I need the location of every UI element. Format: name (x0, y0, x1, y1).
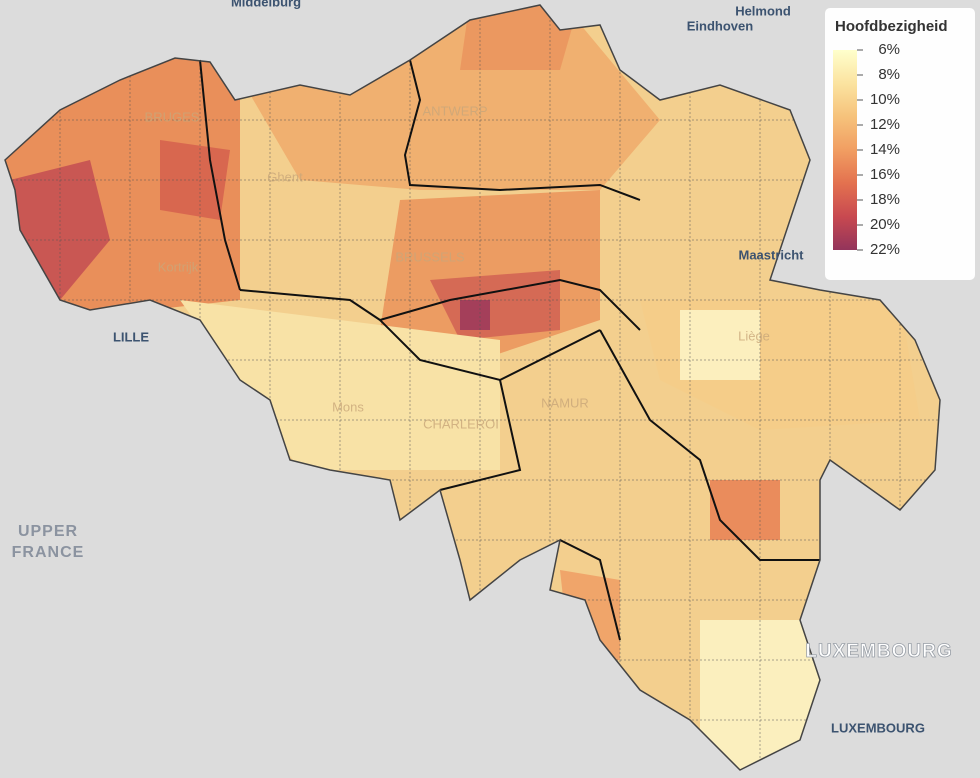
legend-tick-label: 22% (870, 241, 900, 258)
legend-tick-label: 20% (870, 216, 900, 233)
map-label: UPPER (18, 523, 78, 540)
map-label: CHARLEROI (423, 416, 499, 431)
map-label: Eindhoven (687, 18, 754, 33)
map-label: NAMUR (541, 395, 589, 410)
legend-tick-label: 6% (878, 41, 900, 58)
map-label: Mons (332, 399, 364, 414)
map-label: Kortrijk (158, 259, 199, 274)
legend: Hoofdbezigheid 6% 8% 10% 12% 14% 16% 18% 20% 22% (825, 8, 975, 280)
map-label: Liège (738, 328, 770, 343)
legend-tick-label: 12% (870, 116, 900, 133)
legend-box (825, 8, 975, 280)
color-ramp (833, 50, 857, 250)
map-label: ANTWERP (423, 103, 488, 118)
map-label: Helmond (735, 3, 791, 18)
map-label: LUXEMBOURG (805, 641, 952, 662)
map-label: LILLE (113, 329, 149, 344)
province-borders (199, 59, 820, 641)
map-label: LUXEMBOURG (831, 720, 925, 735)
legend-tick-label: 14% (870, 141, 900, 158)
map-label: BRUSSELS (395, 249, 465, 264)
map-label: Maastricht (738, 247, 804, 262)
map-label: Ghent (267, 169, 303, 184)
map-label: Middelburg (231, 0, 301, 9)
legend-tick-label: 10% (870, 91, 900, 108)
map-label: FRANCE (12, 544, 85, 561)
legend-tick-label: 8% (878, 66, 900, 83)
legend-title: Hoofdbezigheid (835, 18, 948, 35)
legend-tick-label: 16% (870, 166, 900, 183)
map-label: BRUGES (145, 109, 200, 124)
legend-tick-label: 18% (870, 191, 900, 208)
